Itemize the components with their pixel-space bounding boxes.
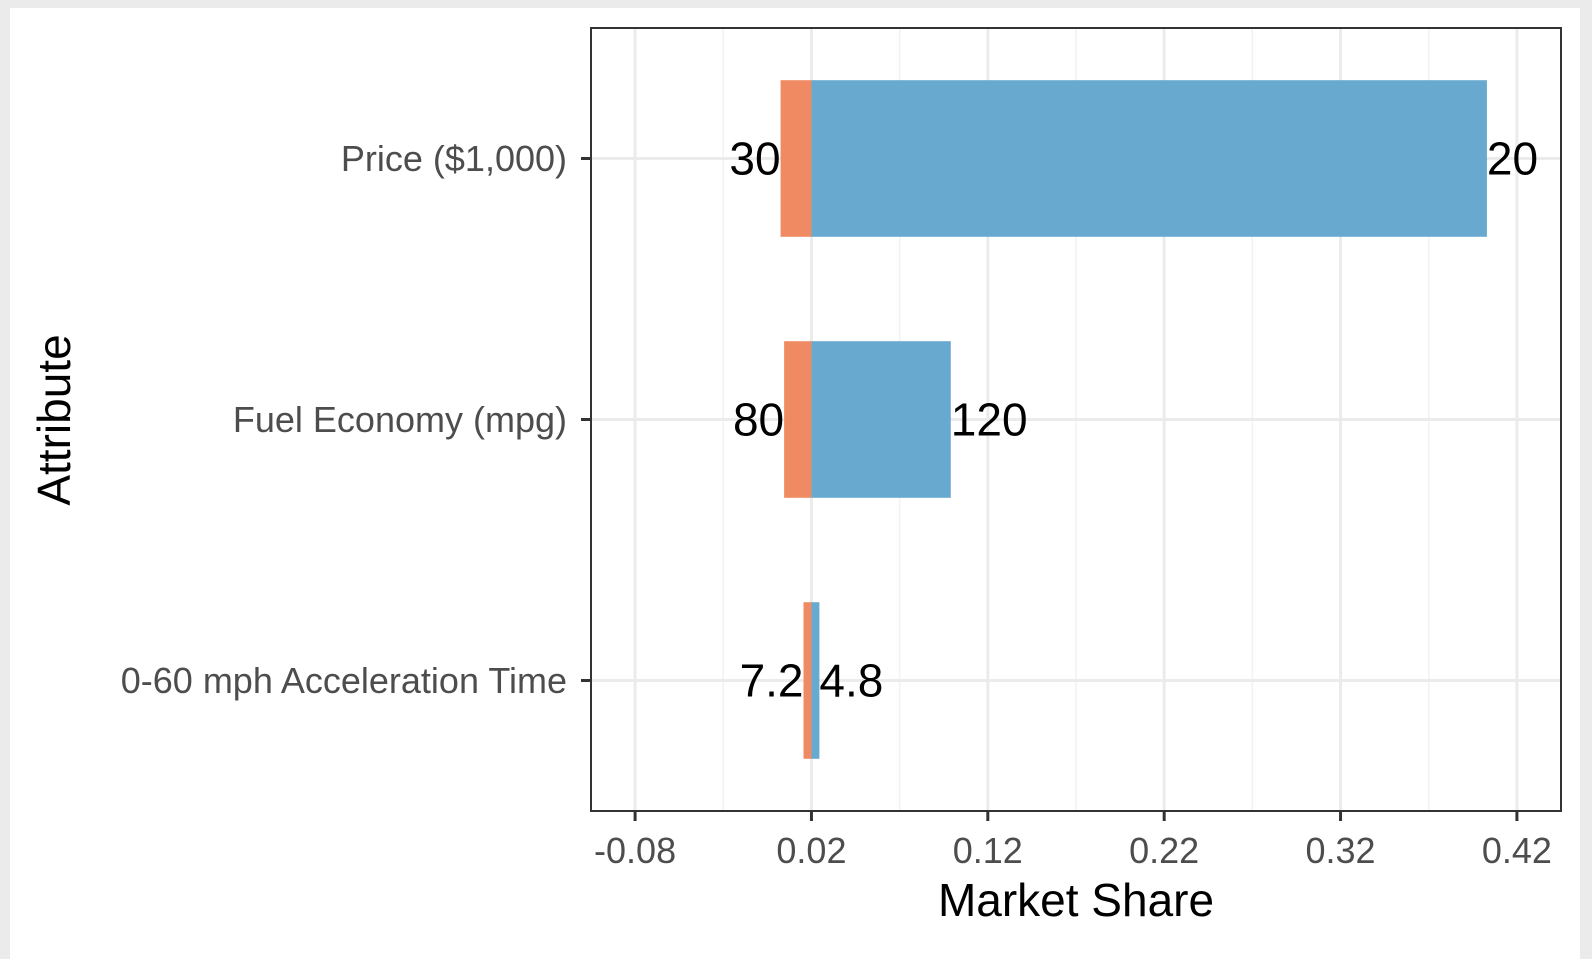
bar-label-high: 120 [951, 394, 1028, 446]
y-tick-label: Fuel Economy (mpg) [233, 399, 567, 440]
bar-low [784, 341, 812, 498]
x-tick-label: 0.42 [1482, 830, 1552, 871]
x-axis-title: Market Share [938, 874, 1214, 926]
x-axis: -0.08 0.02 0.12 0.22 0.32 0.42 [594, 811, 1552, 871]
y-axis-title: Attribute [28, 334, 80, 505]
tornado-chart: 30 20 80 120 7.2 4.8 -0.08 0.02 0.12 0.22 0.32 0.4… [28, 27, 1562, 926]
chart-canvas: 30 20 80 120 7.2 4.8 -0.08 0.02 0.12 0.22 0.32 0.4… [10, 8, 1580, 959]
bar-label-high: 20 [1487, 133, 1538, 185]
bar-high [811, 80, 1487, 237]
bars [780, 80, 1487, 759]
x-tick-label: 0.32 [1306, 830, 1376, 871]
bar-label-low: 30 [729, 133, 780, 185]
y-axis: Price ($1,000) Fuel Economy (mpg) 0-60 mph… [121, 138, 591, 701]
bar-high [811, 341, 951, 498]
bar-label-low: 7.2 [740, 655, 804, 707]
y-tick-label: 0-60 mph Acceleration Time [121, 660, 567, 701]
bar-low [803, 602, 812, 759]
bar-low [780, 80, 812, 237]
bar-label-high: 4.8 [819, 655, 883, 707]
grid [591, 28, 1561, 811]
y-tick-label: Price ($1,000) [341, 138, 567, 179]
bar-labels: 30 20 80 120 7.2 4.8 [729, 133, 1538, 707]
bar-label-low: 80 [733, 394, 784, 446]
bar-high [811, 602, 820, 759]
x-tick-label: 0.22 [1129, 830, 1199, 871]
x-tick-label: -0.08 [594, 830, 676, 871]
x-tick-label: 0.12 [953, 830, 1023, 871]
x-tick-label: 0.02 [776, 830, 846, 871]
